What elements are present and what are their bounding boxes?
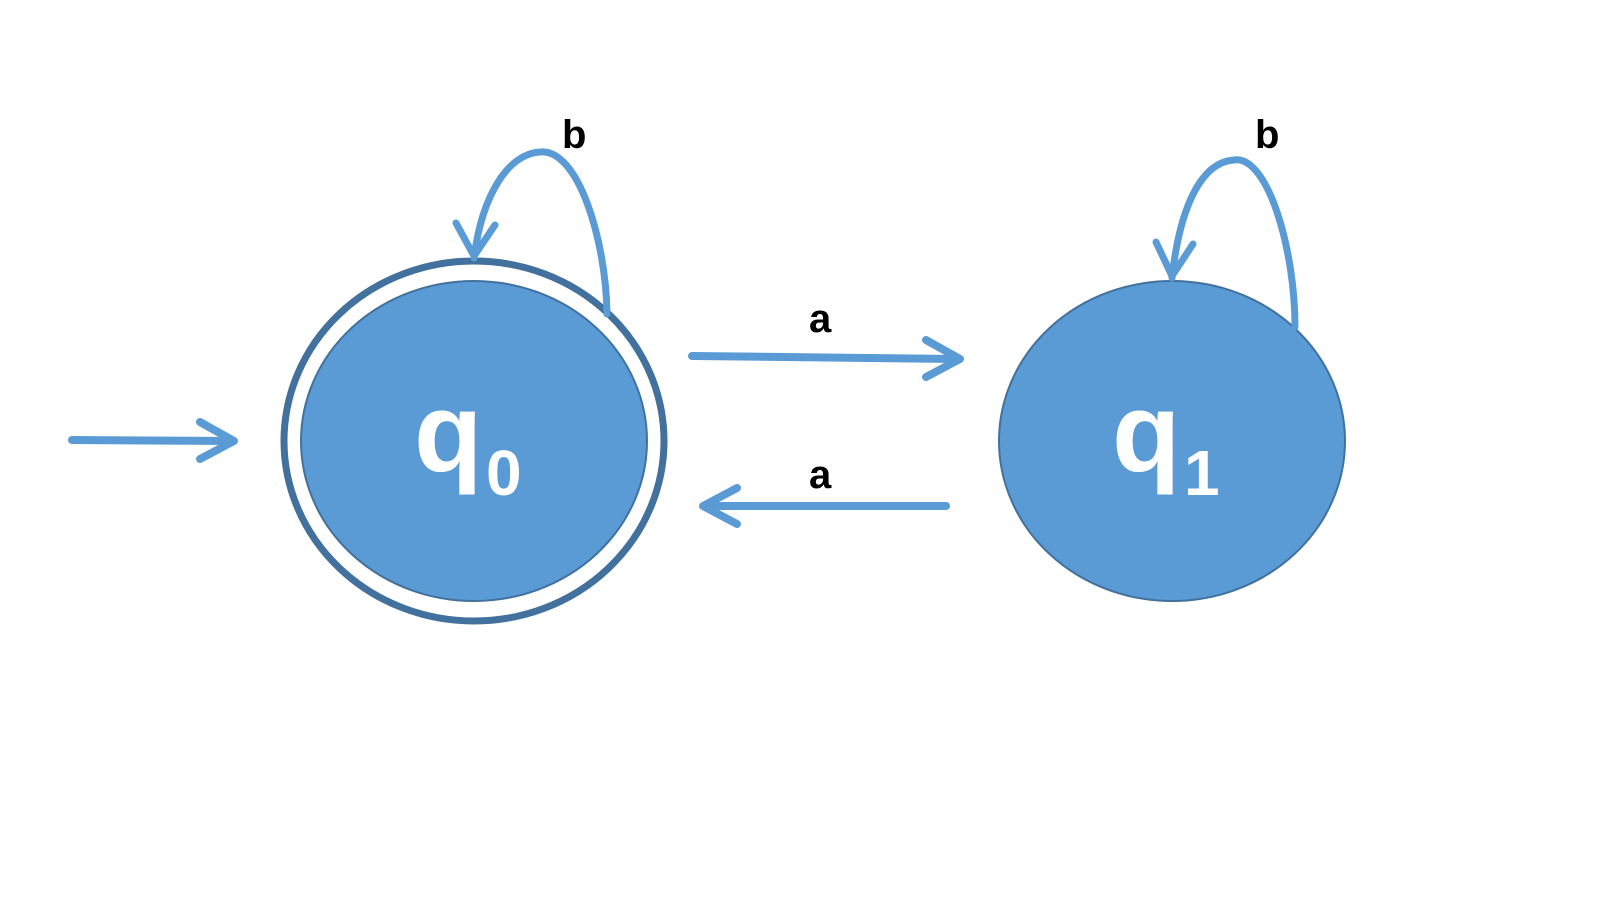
transition-q1-to-q0 (699, 484, 950, 528)
state-q1-label-main: q (1112, 370, 1180, 495)
transition-q0-self-loop (452, 148, 611, 318)
transition-q1-self-loop-label: b (1255, 113, 1279, 157)
state-q0: q 0 (280, 257, 668, 625)
transition-q0-self-loop-label: b (562, 113, 586, 157)
state-q1-label-sub: 1 (1184, 437, 1220, 509)
transition-q1-to-q0-label: a (809, 453, 832, 497)
state-q0-label-main: q (414, 370, 482, 495)
transition-q0-to-q1-label: a (809, 297, 832, 341)
state-q0-label-sub: 0 (486, 437, 522, 509)
transition-q0-to-q1 (688, 336, 964, 381)
start-arrow (68, 418, 238, 463)
state-q0-inner-circle (300, 280, 648, 602)
state-q1: q 1 (998, 280, 1346, 602)
transition-q1-self-loop (1152, 156, 1299, 331)
